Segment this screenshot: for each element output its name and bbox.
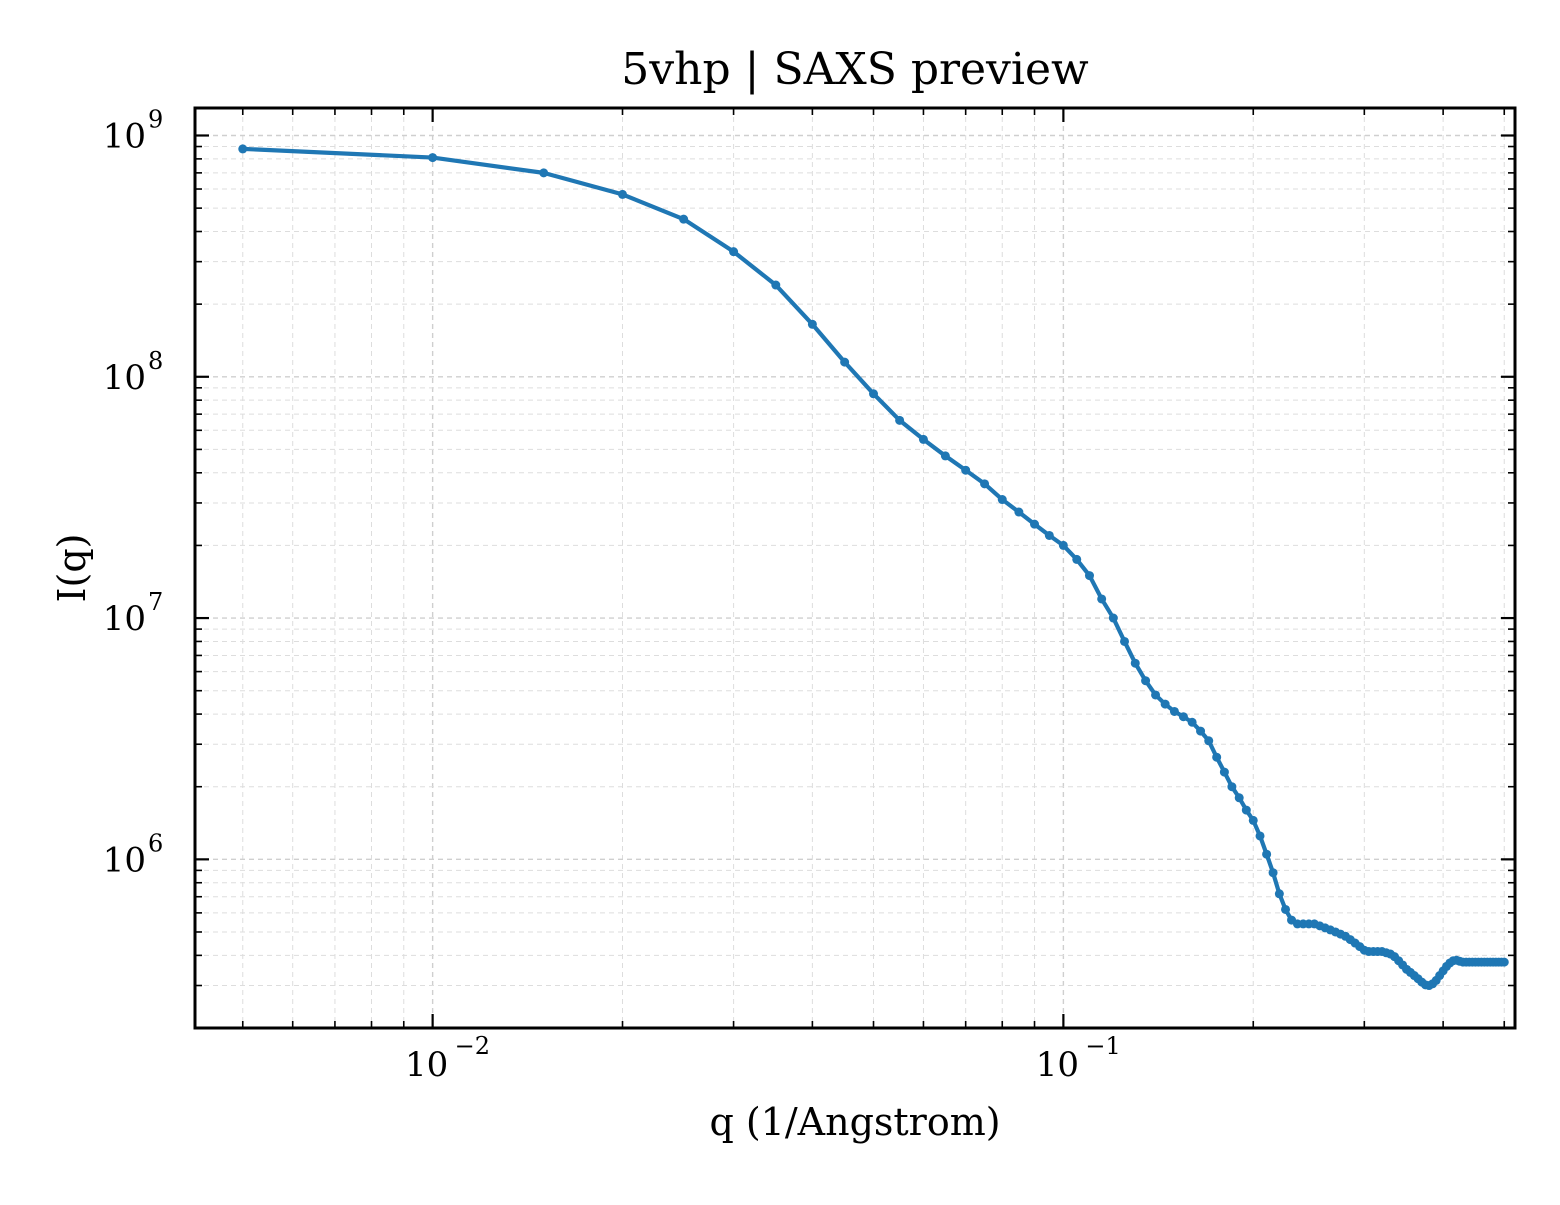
x-tick-label-exponent: −2	[455, 1032, 490, 1060]
data-point	[1234, 793, 1244, 803]
y-tick-label: 10	[103, 116, 146, 156]
y-tick-label: 10	[103, 599, 146, 639]
data-point	[918, 434, 928, 444]
data-point	[1281, 904, 1291, 914]
chart-title: 5vhp | SAXS preview	[621, 44, 1089, 95]
axis-ticks	[195, 108, 1515, 1029]
data-point	[1097, 594, 1107, 604]
data-point	[1187, 717, 1197, 727]
data-point	[1169, 706, 1179, 716]
data-point	[1268, 868, 1278, 878]
data-point	[997, 495, 1007, 505]
y-tick-label-exponent: 7	[148, 588, 163, 616]
x-axis-label: q (1/Angstrom)	[709, 1100, 1000, 1144]
data-point	[238, 144, 248, 154]
data-point	[1499, 957, 1509, 967]
data-point	[1141, 676, 1151, 686]
data-point	[1108, 613, 1118, 623]
data-point	[618, 189, 628, 199]
x-tick-label: 10	[405, 1045, 448, 1085]
data-point	[1212, 752, 1222, 762]
data-point	[1072, 554, 1082, 564]
x-tick-label-exponent: −1	[1085, 1032, 1120, 1060]
data-point	[729, 247, 739, 257]
data-point	[1204, 736, 1214, 746]
y-axis-label: I(q)	[50, 534, 94, 603]
y-tick-label-exponent: 9	[148, 105, 163, 133]
data-point	[1227, 782, 1237, 792]
data-point	[840, 357, 850, 367]
series-layer	[238, 144, 1509, 991]
data-point	[1255, 831, 1265, 841]
data-point	[1178, 712, 1188, 722]
data-point	[980, 479, 990, 489]
data-point	[1120, 636, 1130, 646]
grid-lines	[195, 108, 1515, 1029]
data-point	[1160, 699, 1170, 709]
data-point	[428, 153, 438, 163]
data-point	[1219, 767, 1229, 777]
x-tick-label: 10	[1036, 1045, 1079, 1085]
data-point	[1241, 805, 1251, 815]
data-point	[1262, 849, 1272, 859]
data-point	[807, 319, 817, 329]
data-point	[1084, 571, 1094, 581]
data-point	[679, 214, 689, 224]
data-point	[895, 415, 905, 425]
data-point	[1058, 540, 1068, 550]
data-point	[1030, 519, 1040, 529]
data-point	[869, 389, 879, 399]
data-point	[1248, 815, 1258, 825]
data-point	[1274, 889, 1284, 899]
plot-frame	[193, 106, 1517, 1030]
data-point	[1014, 507, 1024, 517]
data-point	[1130, 658, 1140, 668]
data-point	[771, 280, 781, 290]
y-tick-label-exponent: 8	[148, 347, 163, 375]
data-point	[940, 451, 950, 461]
y-tick-label: 10	[103, 840, 146, 880]
data-point	[1044, 530, 1054, 540]
y-tick-label: 10	[103, 358, 146, 398]
data-point	[539, 168, 549, 178]
data-point	[961, 465, 971, 475]
tick-labels: 10 −2 10 −110 610 710 810 9	[103, 105, 1121, 1085]
y-tick-label-exponent: 6	[148, 829, 163, 857]
data-point	[1196, 726, 1206, 736]
data-point	[1151, 690, 1161, 700]
